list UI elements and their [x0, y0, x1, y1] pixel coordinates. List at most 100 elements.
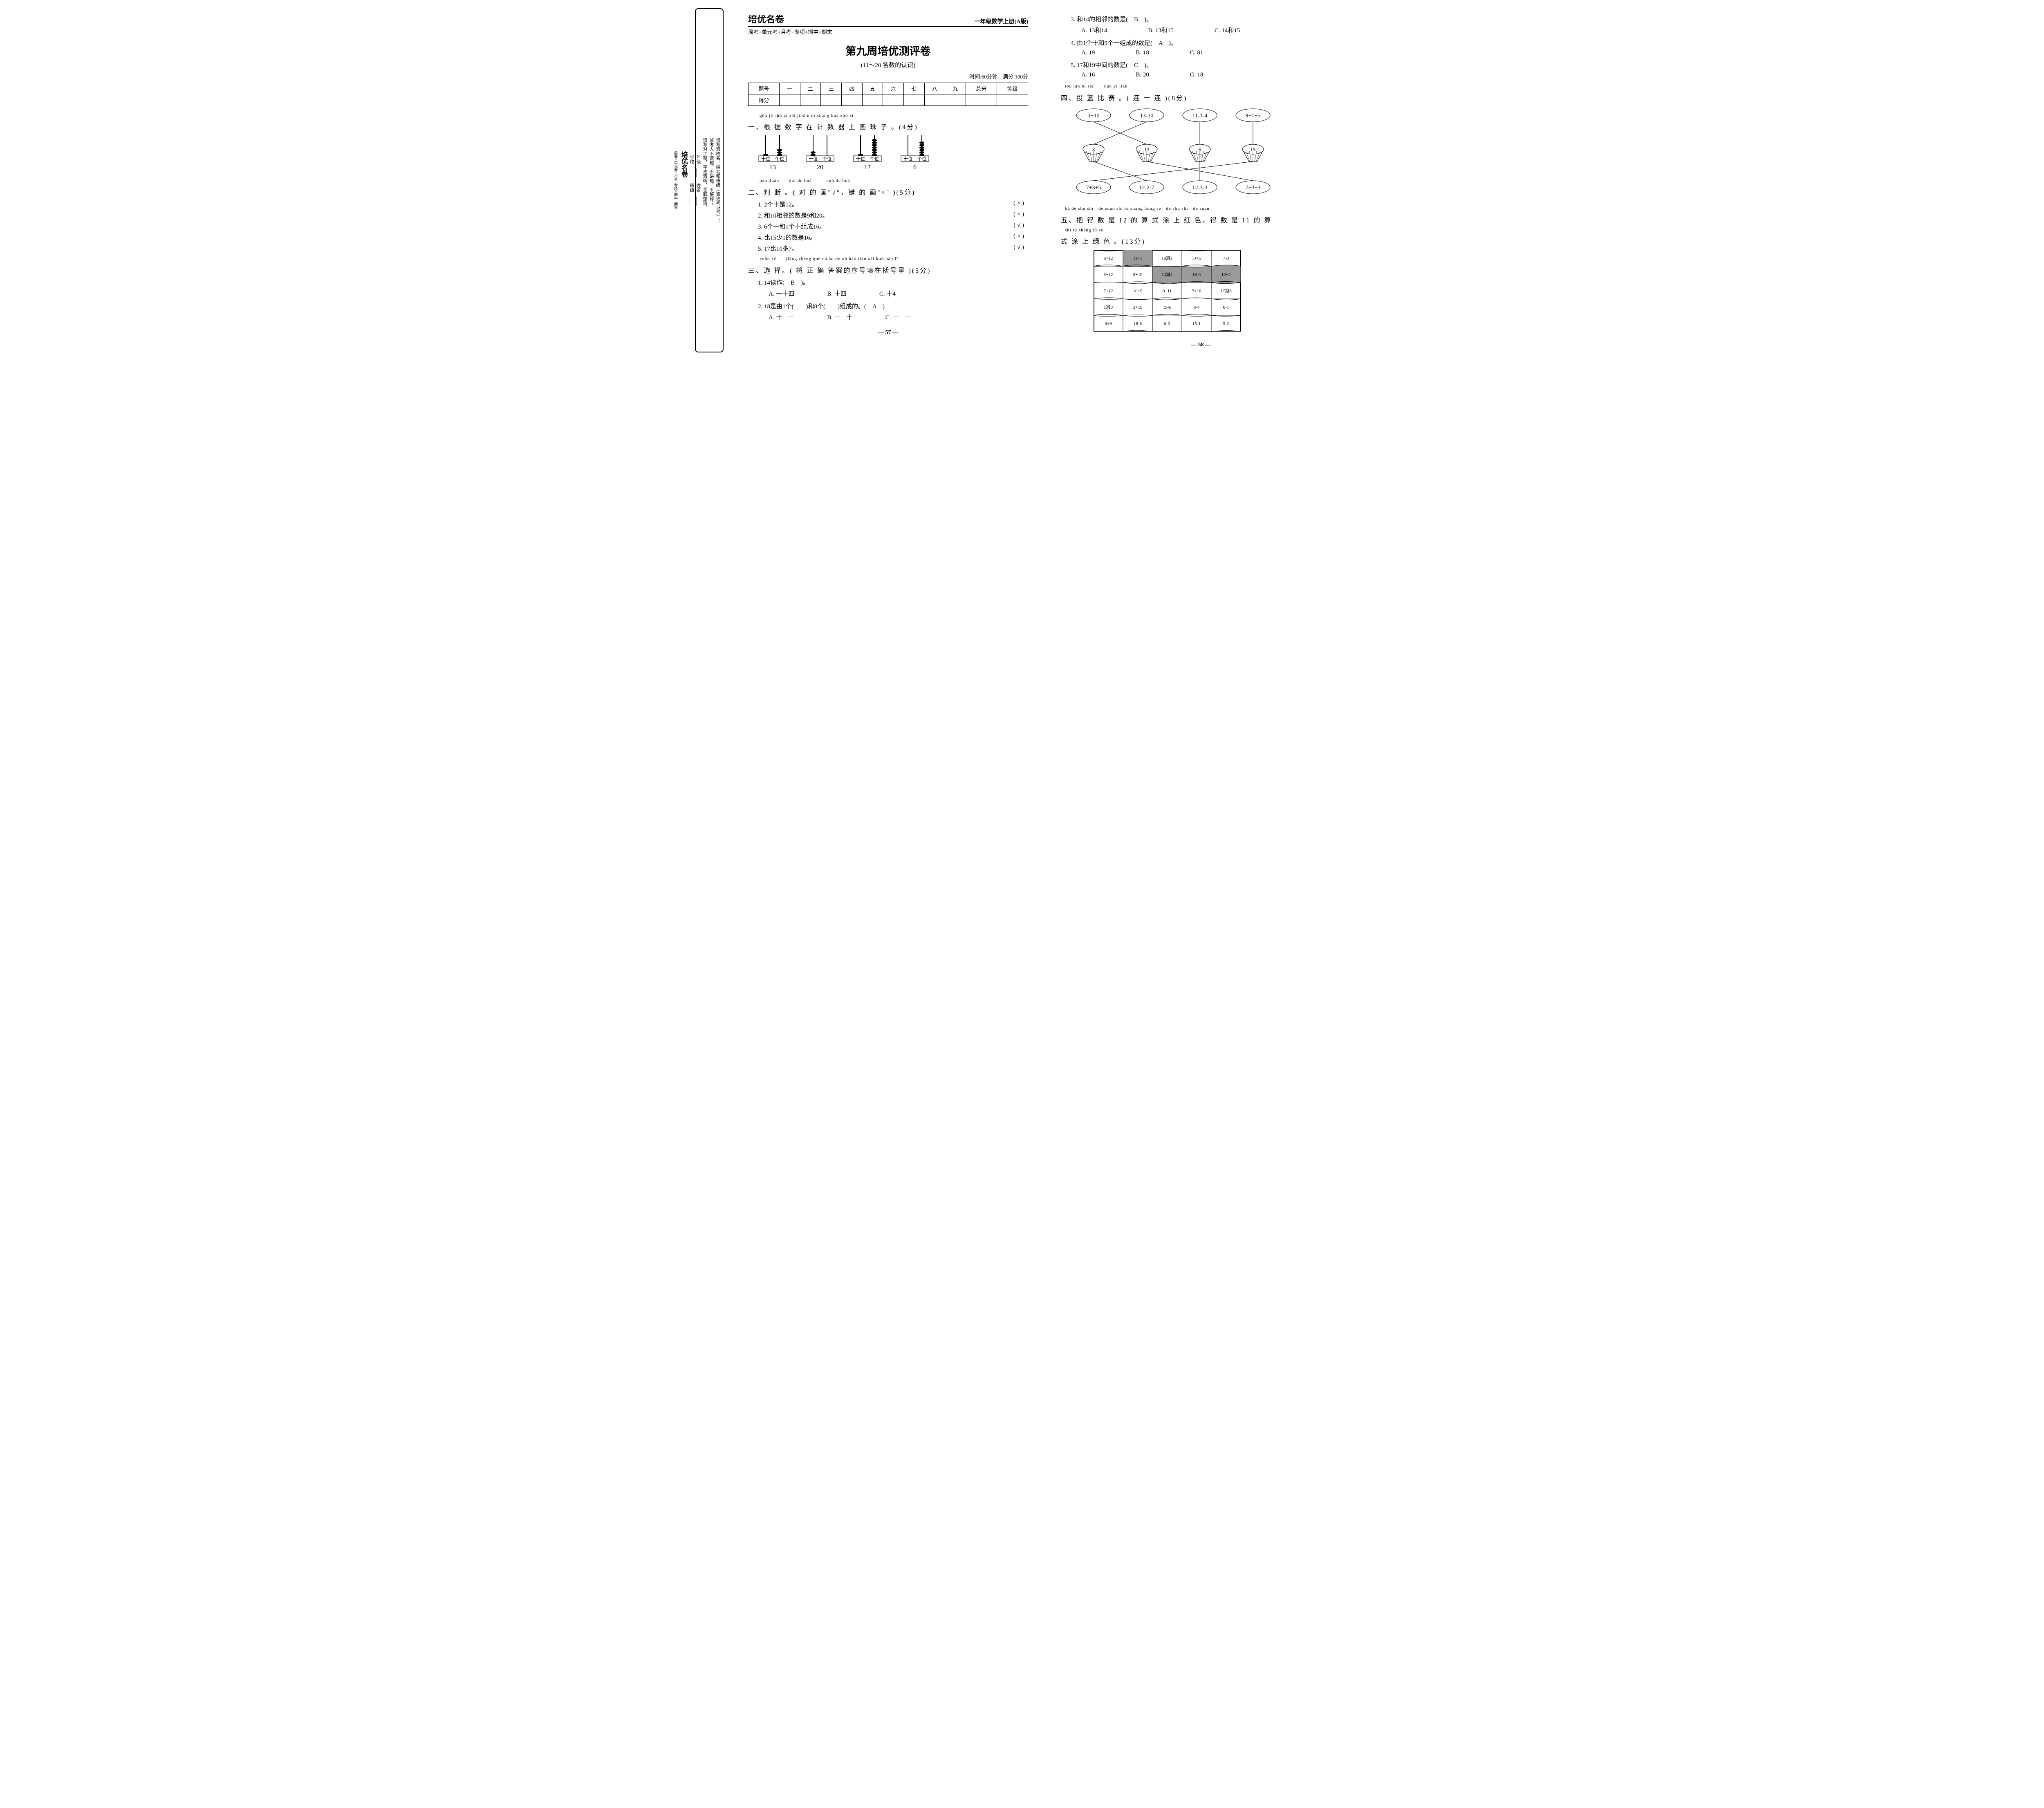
judge-question: 5. 17比10多7。: [758, 244, 798, 253]
choice-b: B. 13和15: [1148, 26, 1174, 34]
choice-c: C. 18: [1190, 72, 1204, 79]
svg-text:7+10: 7+10: [1192, 289, 1201, 294]
choices: A. 十 一 B. 一 十 C. 一 一: [769, 313, 1028, 321]
pinyin-line: gēn jù shù zì zài jì shù qì shàng huà zh…: [748, 113, 1028, 118]
abacus-item: 十位个位13: [756, 135, 789, 171]
section-1-head: 一、根 据 数 字 在 计 数 器 上 画 珠 子 。(4分): [748, 121, 1028, 131]
binding-line: 监考人不读题、不讲题、不解释；: [708, 138, 715, 223]
svg-text:个位: 个位: [823, 156, 831, 162]
binding-label: 姓名: [696, 183, 701, 192]
score-header: 八: [924, 83, 945, 94]
judge-answer: ( × ): [1013, 233, 1028, 242]
q3-1: 1. 14读作( B )。: [758, 278, 1028, 287]
choice-c: C. 十4: [879, 289, 896, 298]
score-header: 五: [862, 83, 883, 94]
svg-text:11-1-4: 11-1-4: [1192, 113, 1208, 119]
choice-b: B. 18: [1136, 49, 1149, 56]
binding-line: 请写清校名、姓名和班级（表达考证号）：: [715, 138, 721, 223]
binding-instructions: 请写清校名、姓名和班级（表达考证号）： 监考人不读题、不讲题、不解释； 请写对工…: [702, 135, 721, 227]
judge-question: 4. 比15少1的数是16。: [758, 233, 816, 242]
header-sub: 周考+单元考+月考+专项+期中+期末: [748, 28, 1028, 36]
brand-logo: 培优名卷: [748, 12, 784, 25]
page-spread: 请写清校名、姓名和班级（表达考证号）： 监考人不读题、不讲题、不解释； 请写对工…: [695, 8, 1349, 352]
svg-text:14+5: 14+5: [1192, 256, 1201, 261]
choice-a: A. 13和14: [1081, 26, 1107, 34]
judge-question: 2. 和10相邻的数是9和20。: [758, 211, 829, 220]
judge-item: 2. 和10相邻的数是9和20。 ( × ): [748, 211, 1028, 220]
page-header: 培优名卷 一年级数学上册(A版): [748, 12, 1028, 27]
binding-strip: 请写清校名、姓名和班级（表达考证号）： 监考人不读题、不讲题、不解释； 请写对工…: [695, 8, 724, 352]
choice-a: A. 16: [1081, 72, 1095, 79]
svg-text:10+2: 10+2: [1221, 272, 1231, 277]
judge-question: 1. 2个十是12。: [758, 200, 798, 209]
judge-item: 5. 17比10多7。 ( √ ): [748, 244, 1028, 253]
binding-label: 年级: [696, 155, 701, 164]
section-3-head: 三、选 择。( 将 正 确 答案的序号填在括号里 )(5分): [748, 265, 1028, 275]
q3-4: 4. 由1个十和9个一组成的数是( A )。: [1071, 38, 1341, 47]
score-header: 四: [841, 83, 862, 94]
grade-label: 一年级数学上册(A版): [975, 17, 1028, 25]
svg-text:7+12: 7+12: [1104, 289, 1113, 294]
svg-text:18-6: 18-6: [1192, 272, 1201, 277]
svg-text:8-4: 8-4: [1194, 305, 1200, 310]
judge-answer: ( × ): [1013, 211, 1028, 220]
svg-text:1减0: 1减0: [1104, 305, 1113, 310]
choices: A. 13和14 B. 13和15 C. 14和15: [1081, 26, 1341, 34]
page-left: 培优名卷 一年级数学上册(A版) 周考+单元考+月考+专项+期中+期末 第九周培…: [740, 8, 1036, 352]
pinyin-line: pàn duàn duì de huà cuò de huà: [748, 177, 1028, 184]
binding-label: 学校: [689, 155, 694, 164]
svg-text:十位: 十位: [761, 156, 770, 162]
section-5-head-1: 五、把 得 数 是 12 的 算 式 涂 上 红 色，得 数 是 11 的 算: [1061, 215, 1341, 224]
judge-item: 3. 6个一和1个十组成16。( √ ): [748, 222, 1028, 231]
svg-text:12-3-3: 12-3-3: [1192, 185, 1207, 191]
svg-text:10减1: 10减1: [1161, 256, 1173, 261]
judge-answer: ( √ ): [1013, 244, 1028, 253]
svg-text:15: 15: [1251, 146, 1256, 153]
svg-text:7+3+3: 7+3+3: [1246, 185, 1261, 191]
svg-text:13-10: 13-10: [1140, 113, 1154, 119]
section-4-head: 四、投 篮 比 赛 。( 连 一 连 )(8分): [1061, 92, 1341, 102]
svg-text:0+9: 0+9: [1105, 321, 1112, 326]
binding-label: 班级: [689, 183, 694, 192]
svg-text:个位: 个位: [775, 156, 784, 162]
pinyin-line: shì tú shàng lǜ sè: [1061, 228, 1341, 233]
section-5-head-2: 式 涂 上 绿 色 。(13分): [1061, 236, 1341, 246]
score-header: 二: [800, 83, 821, 94]
score-header: 题号: [749, 83, 780, 94]
score-row-label: 得分: [749, 94, 780, 106]
svg-text:3: 3: [1092, 146, 1095, 153]
abacus-item: 十位个位20: [804, 135, 836, 171]
choice-c: C. 一 一: [885, 313, 911, 321]
choices: A. 一十四 B. 十四 C. 十4: [769, 289, 1028, 298]
svg-text:13减1: 13减1: [1161, 272, 1173, 277]
choice-c: C. 81: [1190, 49, 1204, 56]
binding-line: 请写对工整，字迹清晰，卷面整洁。: [702, 138, 708, 223]
judge-answer: ( √ ): [1013, 222, 1028, 231]
abacus-number: 17: [864, 164, 871, 171]
table-row: 题号 一 二 三 四 五 六 七 八 九 总分 等级: [749, 83, 1028, 94]
svg-text:个位: 个位: [917, 156, 926, 162]
q3-3: 3. 和14的相邻的数是( B )。: [1071, 15, 1341, 23]
svg-text:5+12: 5+12: [1104, 272, 1113, 277]
section-2-head: 二、判 断 。( 对 的 画"√"，错 的 画"×" )(5分): [748, 187, 1028, 197]
svg-text:十位: 十位: [856, 156, 865, 162]
page-right: 3. 和14的相邻的数是( B )。 A. 13和14 B. 13和15 C. …: [1053, 8, 1349, 352]
timing-info: 时间:60分钟 满分:100分: [748, 72, 1028, 80]
matching-diagram: 3+1013-1011-1-49+1+53136157+3+512-2-712-…: [1065, 106, 1341, 198]
choice-b: B. 20: [1136, 72, 1149, 79]
pinyin-line: tóu lán bǐ sài lián yi lián: [1061, 83, 1341, 89]
choice-a: A. 一十四: [769, 289, 794, 298]
choice-a: A. 十 一: [769, 313, 794, 321]
abacus-number: 6: [913, 164, 917, 171]
svg-text:18-8: 18-8: [1134, 321, 1142, 326]
coloring-svg: 6+1211+110减114+57-35+125+1013减118-610+27…: [1094, 250, 1241, 332]
choices: A. 16 B. 20 C. 18: [1081, 72, 1341, 79]
svg-text:13: 13: [1144, 146, 1150, 153]
abacus-item: 十位个位6: [899, 135, 931, 171]
choice-b: B. 十四: [827, 289, 847, 298]
score-header: 一: [779, 83, 800, 94]
choice-c: C. 14和15: [1215, 26, 1240, 34]
svg-text:5+10: 5+10: [1133, 272, 1143, 277]
coloring-figure: 6+1211+110减114+57-35+125+1013减118-610+27…: [1094, 250, 1341, 334]
score-header: 三: [821, 83, 842, 94]
